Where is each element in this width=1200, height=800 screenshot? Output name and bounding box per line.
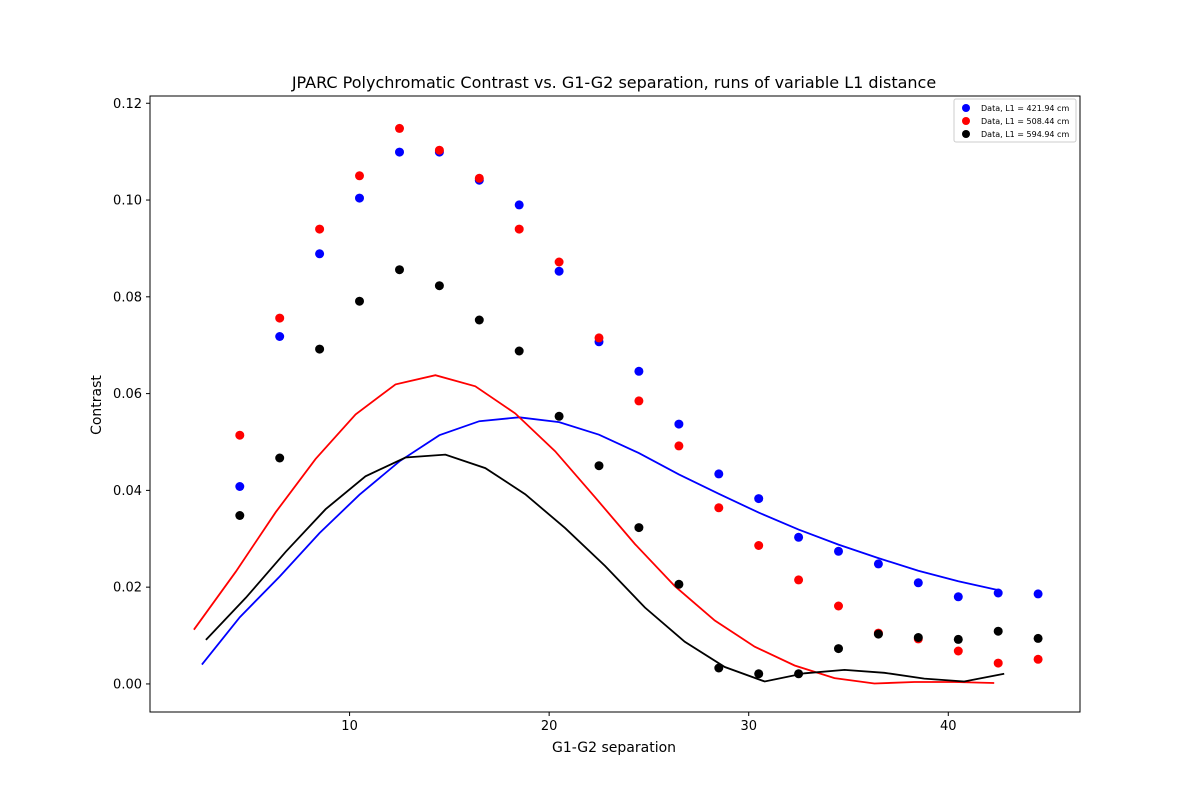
data-point-series-3 — [914, 633, 923, 642]
data-point-series-1 — [395, 148, 404, 157]
data-point-series-3 — [275, 454, 284, 463]
data-point-series-3 — [435, 281, 444, 290]
y-tick-label: 0.08 — [113, 290, 142, 305]
chart-title: JPARC Polychromatic Contrast vs. G1-G2 s… — [291, 73, 936, 92]
y-tick-label: 0.12 — [113, 97, 142, 112]
data-point-series-3 — [515, 347, 524, 356]
data-point-series-3 — [874, 630, 883, 639]
data-point-series-1 — [874, 559, 883, 568]
data-point-series-2 — [275, 314, 284, 323]
data-point-series-2 — [435, 146, 444, 155]
data-point-series-2 — [355, 171, 364, 180]
data-point-series-1 — [275, 332, 284, 341]
data-point-series-3 — [555, 412, 564, 421]
data-point-series-2 — [954, 647, 963, 656]
data-point-series-2 — [315, 225, 324, 234]
y-tick-label: 0.10 — [113, 194, 142, 209]
data-point-series-2 — [1034, 655, 1043, 664]
data-point-series-2 — [634, 396, 643, 405]
data-point-series-3 — [355, 297, 364, 306]
y-axis-label: Contrast — [89, 375, 105, 435]
data-point-series-3 — [794, 669, 803, 678]
data-point-series-1 — [674, 420, 683, 429]
data-point-series-3 — [674, 580, 683, 589]
data-point-series-2 — [834, 602, 843, 611]
data-point-series-2 — [794, 575, 803, 584]
x-tick-label: 30 — [740, 719, 757, 734]
data-point-series-1 — [834, 547, 843, 556]
legend-label-3: Data, L1 = 594.94 cm — [981, 130, 1069, 139]
data-point-series-2 — [595, 333, 604, 342]
data-point-series-1 — [954, 592, 963, 601]
data-point-series-3 — [595, 461, 604, 470]
x-tick-label: 10 — [341, 719, 358, 734]
legend-label-2: Data, L1 = 508.44 cm — [981, 117, 1069, 126]
x-axis-label: G1-G2 separation — [552, 740, 676, 756]
data-point-series-2 — [475, 174, 484, 183]
legend-marker-1 — [962, 104, 970, 112]
data-point-series-3 — [315, 345, 324, 354]
data-point-series-2 — [515, 225, 524, 234]
data-point-series-1 — [355, 194, 364, 203]
data-point-series-2 — [714, 503, 723, 512]
data-point-series-3 — [1034, 634, 1043, 643]
data-point-series-1 — [634, 367, 643, 376]
legend-marker-2 — [962, 117, 970, 125]
data-point-series-1 — [714, 469, 723, 478]
data-point-series-2 — [235, 431, 244, 440]
data-point-series-3 — [395, 265, 404, 274]
y-tick-label: 0.06 — [113, 387, 142, 402]
data-point-series-3 — [475, 316, 484, 325]
data-point-series-3 — [954, 635, 963, 644]
data-point-series-1 — [1034, 589, 1043, 598]
data-point-series-1 — [235, 482, 244, 491]
data-point-series-2 — [994, 659, 1003, 668]
data-point-series-1 — [914, 578, 923, 587]
data-point-series-1 — [754, 494, 763, 503]
y-tick-label: 0.04 — [113, 484, 142, 499]
data-point-series-3 — [235, 511, 244, 520]
data-point-series-1 — [315, 249, 324, 258]
data-point-series-2 — [395, 124, 404, 133]
data-point-series-3 — [634, 523, 643, 532]
data-point-series-1 — [794, 533, 803, 542]
legend-label-1: Data, L1 = 421.94 cm — [981, 104, 1069, 113]
data-point-series-2 — [674, 441, 683, 450]
y-tick-label: 0.02 — [113, 581, 142, 596]
data-point-series-1 — [555, 267, 564, 276]
legend: Data, L1 = 421.94 cm Data, L1 = 508.44 cm… — [954, 99, 1076, 142]
data-point-series-3 — [714, 664, 723, 673]
x-tick-label: 20 — [541, 719, 558, 734]
x-tick-label: 40 — [940, 719, 957, 734]
data-point-series-3 — [754, 669, 763, 678]
data-point-series-3 — [994, 627, 1003, 636]
data-point-series-2 — [754, 541, 763, 550]
data-point-series-1 — [515, 200, 524, 209]
data-point-series-3 — [834, 644, 843, 653]
data-point-series-2 — [555, 258, 564, 267]
data-point-series-1 — [994, 589, 1003, 598]
legend-marker-3 — [962, 130, 970, 138]
y-tick-label: 0.00 — [113, 677, 142, 692]
